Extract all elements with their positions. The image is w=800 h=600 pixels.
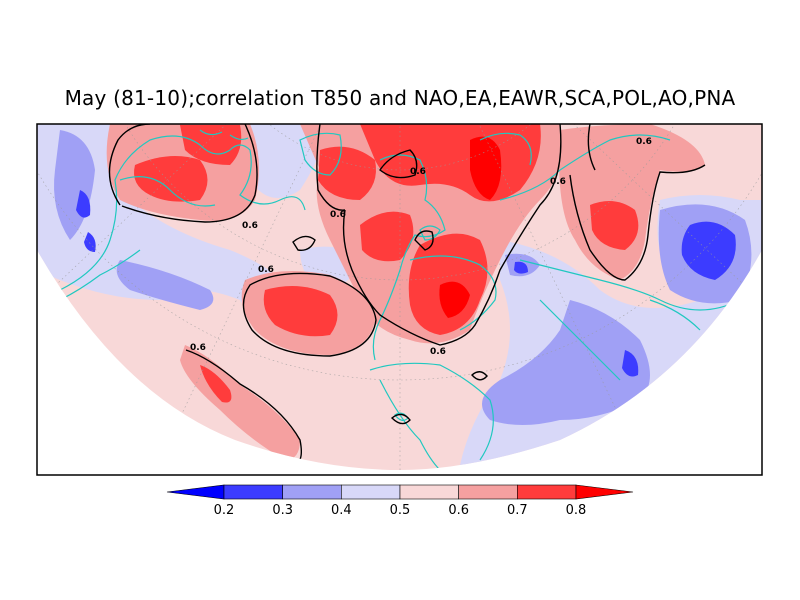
correlation-field: 0.6 0.6 0.6 0.6 0.6 0.6 0.6 0.6: [37, 124, 762, 470]
contour-0.6: [108, 124, 706, 465]
contour-labels: 0.6 0.6 0.6 0.6 0.6 0.6 0.6 0.6: [190, 137, 652, 357]
contour-label: 0.6: [330, 210, 346, 220]
colorbar-segment: [341, 484, 401, 500]
colorbar-segment: [282, 484, 342, 500]
contour-label: 0.6: [242, 221, 258, 231]
map-frame: [36, 123, 763, 476]
colorbar-segment: [517, 484, 577, 500]
colorbar: 0.2 0.3 0.4 0.5 0.6 0.7 0.8: [166, 484, 634, 518]
colorbar-segment: [458, 484, 518, 500]
colorbar-arrow-high: [575, 484, 634, 500]
colorbar-tick-label: 0.4: [331, 503, 352, 518]
colorbar-tick-label: 0.3: [272, 503, 293, 518]
contour-label: 0.6: [550, 177, 566, 187]
contour-label: 0.6: [258, 265, 274, 275]
contour-label: 0.6: [430, 347, 446, 357]
contour-label: 0.6: [410, 167, 426, 177]
colorbar-segment: [399, 484, 459, 500]
contour-label: 0.6: [190, 343, 206, 353]
colorbar-tick-label: 0.5: [390, 503, 411, 518]
colorbar-arrow-low: [166, 484, 225, 500]
colorbar-tick-label: 0.8: [566, 503, 587, 518]
colorbar-segment: [223, 484, 283, 500]
contour-label: 0.6: [636, 137, 652, 147]
map-title: May (81-10);correlation T850 and NAO,EA,…: [64, 86, 736, 110]
colorbar-tick-label: 0.2: [214, 503, 235, 518]
colorbar-tick-label: 0.6: [448, 503, 469, 518]
colorbar-tick-label: 0.7: [507, 503, 528, 518]
